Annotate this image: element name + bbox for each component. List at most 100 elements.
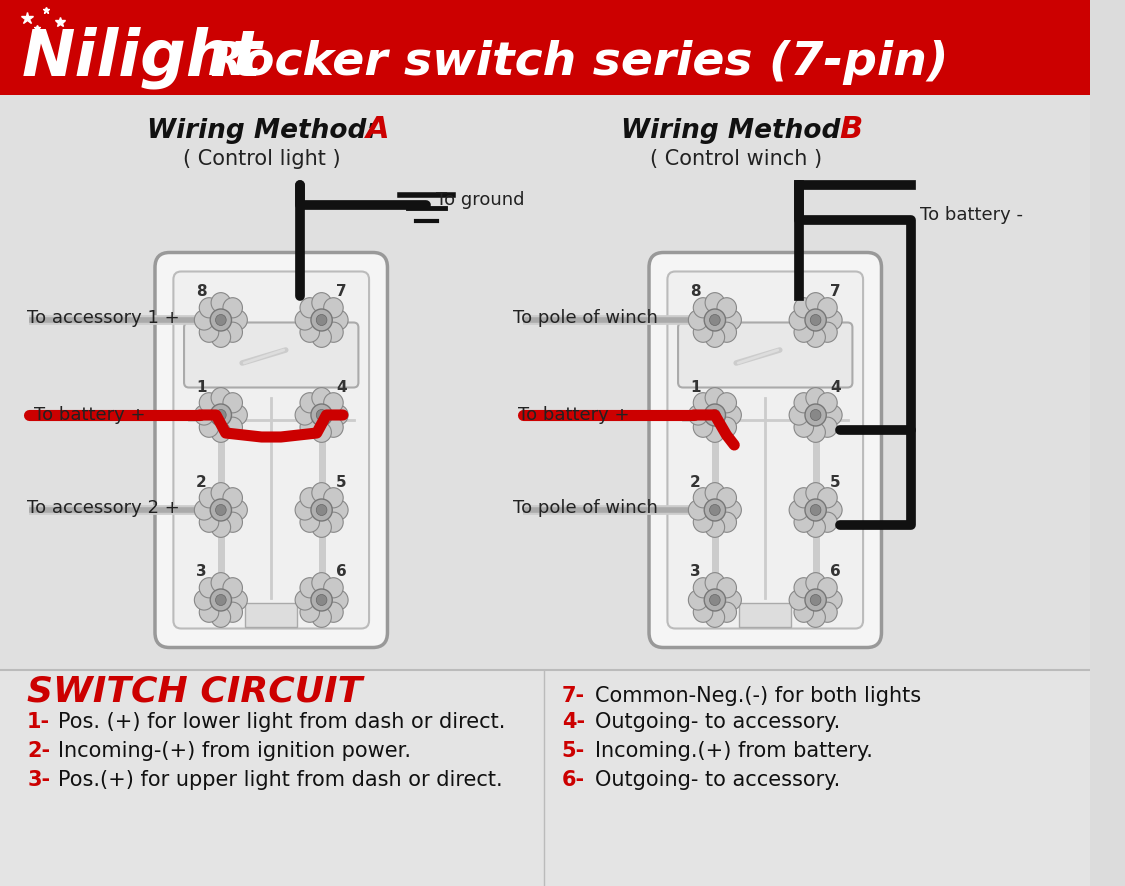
Circle shape: [199, 298, 218, 318]
Circle shape: [212, 423, 231, 442]
Circle shape: [789, 405, 809, 425]
Circle shape: [312, 483, 332, 502]
Text: 7: 7: [830, 284, 840, 299]
Circle shape: [794, 578, 813, 598]
Text: 2: 2: [690, 475, 701, 489]
Circle shape: [199, 323, 218, 342]
FancyBboxPatch shape: [739, 602, 791, 626]
Text: 4-: 4-: [561, 712, 585, 732]
Circle shape: [717, 323, 737, 342]
Circle shape: [310, 499, 332, 521]
Circle shape: [295, 590, 315, 610]
Text: 4: 4: [336, 379, 346, 394]
Circle shape: [295, 500, 315, 520]
Circle shape: [228, 310, 248, 330]
Text: Common-Neg.(-) for both lights: Common-Neg.(-) for both lights: [595, 686, 921, 706]
Text: Wiring Method:: Wiring Method:: [146, 118, 377, 144]
Bar: [0, 0, 1090, 95]
Circle shape: [794, 487, 813, 508]
Circle shape: [710, 595, 720, 605]
Circle shape: [312, 517, 332, 538]
Circle shape: [216, 315, 226, 325]
Circle shape: [199, 512, 218, 532]
Text: 3: 3: [690, 564, 701, 579]
Circle shape: [199, 392, 218, 413]
FancyBboxPatch shape: [155, 253, 387, 648]
Text: 7: 7: [336, 284, 346, 299]
Circle shape: [722, 500, 741, 520]
Circle shape: [212, 327, 231, 347]
Circle shape: [324, 512, 343, 532]
Circle shape: [324, 298, 343, 318]
Circle shape: [223, 602, 243, 622]
Circle shape: [806, 572, 826, 593]
Circle shape: [710, 504, 720, 516]
Circle shape: [212, 607, 231, 627]
Circle shape: [818, 417, 837, 438]
Text: 4: 4: [830, 379, 840, 394]
Circle shape: [717, 602, 737, 622]
Circle shape: [316, 409, 327, 421]
Circle shape: [210, 499, 232, 521]
Circle shape: [199, 487, 218, 508]
Circle shape: [822, 405, 843, 425]
Circle shape: [806, 309, 826, 331]
Text: Wiring Method:: Wiring Method:: [621, 118, 852, 144]
Text: 6-: 6-: [561, 770, 585, 790]
Circle shape: [806, 327, 826, 347]
Circle shape: [312, 292, 332, 313]
Circle shape: [212, 292, 231, 313]
Circle shape: [300, 512, 319, 532]
Circle shape: [324, 602, 343, 622]
Circle shape: [810, 595, 821, 605]
Text: 5-: 5-: [561, 741, 585, 761]
Text: 1: 1: [690, 379, 701, 394]
Circle shape: [228, 590, 248, 610]
Text: Pos.(+) for upper light from dash or direct.: Pos.(+) for upper light from dash or dir…: [58, 770, 503, 790]
Text: To battery -: To battery -: [920, 206, 1024, 224]
Circle shape: [210, 404, 232, 426]
Circle shape: [328, 405, 348, 425]
Circle shape: [300, 487, 319, 508]
Text: To accessory 2 +: To accessory 2 +: [27, 499, 180, 517]
Circle shape: [794, 323, 813, 342]
Text: Outgoing- to accessory.: Outgoing- to accessory.: [595, 770, 840, 790]
FancyBboxPatch shape: [667, 271, 863, 628]
Circle shape: [195, 590, 214, 610]
Circle shape: [822, 500, 843, 520]
Circle shape: [223, 298, 243, 318]
Circle shape: [717, 417, 737, 438]
Circle shape: [688, 590, 708, 610]
Circle shape: [806, 499, 826, 521]
Circle shape: [312, 327, 332, 347]
Circle shape: [212, 517, 231, 538]
Circle shape: [806, 423, 826, 442]
Circle shape: [300, 392, 319, 413]
Circle shape: [693, 392, 713, 413]
Circle shape: [806, 292, 826, 313]
Circle shape: [705, 423, 724, 442]
Circle shape: [312, 572, 332, 593]
Circle shape: [794, 417, 813, 438]
Circle shape: [312, 423, 332, 442]
Circle shape: [316, 595, 327, 605]
Circle shape: [328, 500, 348, 520]
Circle shape: [688, 405, 708, 425]
Circle shape: [789, 590, 809, 610]
Circle shape: [300, 602, 319, 622]
Circle shape: [212, 483, 231, 502]
Circle shape: [806, 517, 826, 538]
Circle shape: [717, 487, 737, 508]
Circle shape: [810, 409, 821, 421]
Circle shape: [705, 292, 724, 313]
Text: Incoming-(+) from ignition power.: Incoming-(+) from ignition power.: [58, 741, 411, 761]
Circle shape: [312, 388, 332, 408]
Circle shape: [704, 499, 726, 521]
Circle shape: [300, 578, 319, 598]
Circle shape: [806, 483, 826, 502]
Circle shape: [818, 323, 837, 342]
Circle shape: [717, 512, 737, 532]
Circle shape: [822, 590, 843, 610]
Circle shape: [789, 500, 809, 520]
Circle shape: [722, 310, 741, 330]
